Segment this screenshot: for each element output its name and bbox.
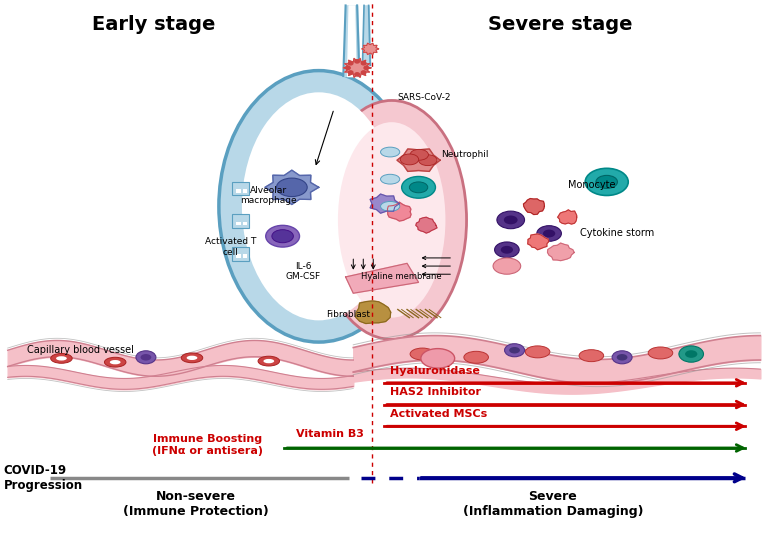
Ellipse shape (272, 230, 293, 243)
Ellipse shape (410, 149, 429, 160)
Ellipse shape (380, 174, 399, 184)
Polygon shape (558, 210, 577, 224)
Polygon shape (356, 301, 391, 324)
Circle shape (361, 71, 366, 74)
Ellipse shape (402, 176, 435, 198)
Ellipse shape (579, 350, 604, 362)
Ellipse shape (56, 356, 67, 361)
Text: Cytokine storm: Cytokine storm (580, 229, 654, 238)
Bar (236, 189, 241, 193)
Bar (243, 254, 247, 258)
Polygon shape (343, 58, 371, 78)
Ellipse shape (612, 351, 632, 364)
Ellipse shape (136, 351, 156, 364)
Text: Severe
(Inflammation Damaging): Severe (Inflammation Damaging) (462, 490, 644, 519)
Text: Hyaluronidase: Hyaluronidase (390, 366, 480, 376)
Ellipse shape (316, 100, 466, 339)
Bar (232, 214, 249, 228)
Ellipse shape (537, 226, 561, 241)
Ellipse shape (338, 122, 445, 318)
Circle shape (349, 71, 353, 74)
Circle shape (355, 60, 359, 63)
Ellipse shape (187, 356, 197, 360)
Polygon shape (346, 263, 419, 293)
Circle shape (346, 66, 350, 70)
Ellipse shape (258, 356, 280, 366)
Bar (232, 247, 249, 261)
Text: Alveolar
macrophage: Alveolar macrophage (240, 186, 297, 205)
Ellipse shape (380, 147, 399, 157)
Text: Hyaline membrane: Hyaline membrane (361, 273, 442, 281)
Text: Early stage: Early stage (92, 15, 215, 34)
Text: Monocyte: Monocyte (568, 180, 616, 190)
Bar (236, 254, 241, 258)
Ellipse shape (596, 175, 617, 188)
Ellipse shape (464, 351, 488, 363)
Text: Neutrophil: Neutrophil (442, 150, 489, 159)
Ellipse shape (419, 155, 437, 166)
Text: HAS2 Inhibitor: HAS2 Inhibitor (390, 388, 481, 397)
Text: IL-6
GM-CSF: IL-6 GM-CSF (286, 262, 321, 281)
Ellipse shape (104, 357, 126, 367)
Polygon shape (397, 149, 440, 172)
Ellipse shape (263, 359, 274, 363)
Ellipse shape (679, 346, 703, 362)
Polygon shape (387, 202, 411, 221)
Ellipse shape (421, 349, 455, 368)
Polygon shape (548, 243, 574, 261)
Ellipse shape (505, 344, 525, 357)
Ellipse shape (525, 346, 550, 358)
Polygon shape (415, 217, 437, 233)
Polygon shape (524, 199, 545, 214)
Text: Fibroblast: Fibroblast (326, 311, 370, 319)
Ellipse shape (110, 360, 121, 364)
Circle shape (364, 66, 369, 70)
Text: Activated MSCs: Activated MSCs (390, 409, 488, 419)
Ellipse shape (493, 258, 521, 274)
Ellipse shape (51, 353, 72, 363)
Ellipse shape (685, 350, 697, 358)
Ellipse shape (409, 182, 428, 193)
Ellipse shape (242, 92, 396, 320)
Ellipse shape (266, 225, 300, 247)
Ellipse shape (380, 201, 399, 211)
Ellipse shape (497, 211, 525, 229)
Ellipse shape (141, 354, 151, 361)
Bar (232, 182, 249, 195)
Bar (243, 189, 247, 193)
Text: Non-severe
(Immune Protection): Non-severe (Immune Protection) (123, 490, 269, 519)
Text: Capillary blood vessel: Capillary blood vessel (27, 345, 134, 355)
Ellipse shape (501, 246, 513, 254)
Polygon shape (370, 194, 399, 213)
Bar (236, 222, 241, 225)
Text: Immune Boosting
(IFNα or antisera): Immune Boosting (IFNα or antisera) (152, 434, 263, 456)
Ellipse shape (648, 347, 673, 359)
Text: Severe stage: Severe stage (488, 15, 633, 34)
Ellipse shape (410, 348, 435, 360)
Polygon shape (265, 171, 319, 204)
Bar (243, 222, 247, 225)
Circle shape (349, 62, 353, 65)
Ellipse shape (276, 178, 307, 197)
Circle shape (355, 73, 359, 76)
Polygon shape (362, 43, 379, 54)
Ellipse shape (219, 71, 419, 342)
Ellipse shape (181, 353, 203, 363)
Ellipse shape (543, 230, 555, 237)
Ellipse shape (585, 168, 628, 195)
Ellipse shape (617, 354, 627, 361)
Text: COVID-19
Progression: COVID-19 Progression (4, 464, 83, 492)
Text: Activated T
cell: Activated T cell (205, 237, 256, 257)
Ellipse shape (509, 347, 520, 353)
Polygon shape (528, 234, 548, 250)
Ellipse shape (495, 242, 519, 257)
Circle shape (361, 62, 366, 65)
Text: SARS-CoV-2: SARS-CoV-2 (398, 93, 452, 102)
Ellipse shape (504, 216, 518, 224)
Text: Vitamin B3: Vitamin B3 (296, 430, 363, 439)
Ellipse shape (400, 154, 419, 165)
